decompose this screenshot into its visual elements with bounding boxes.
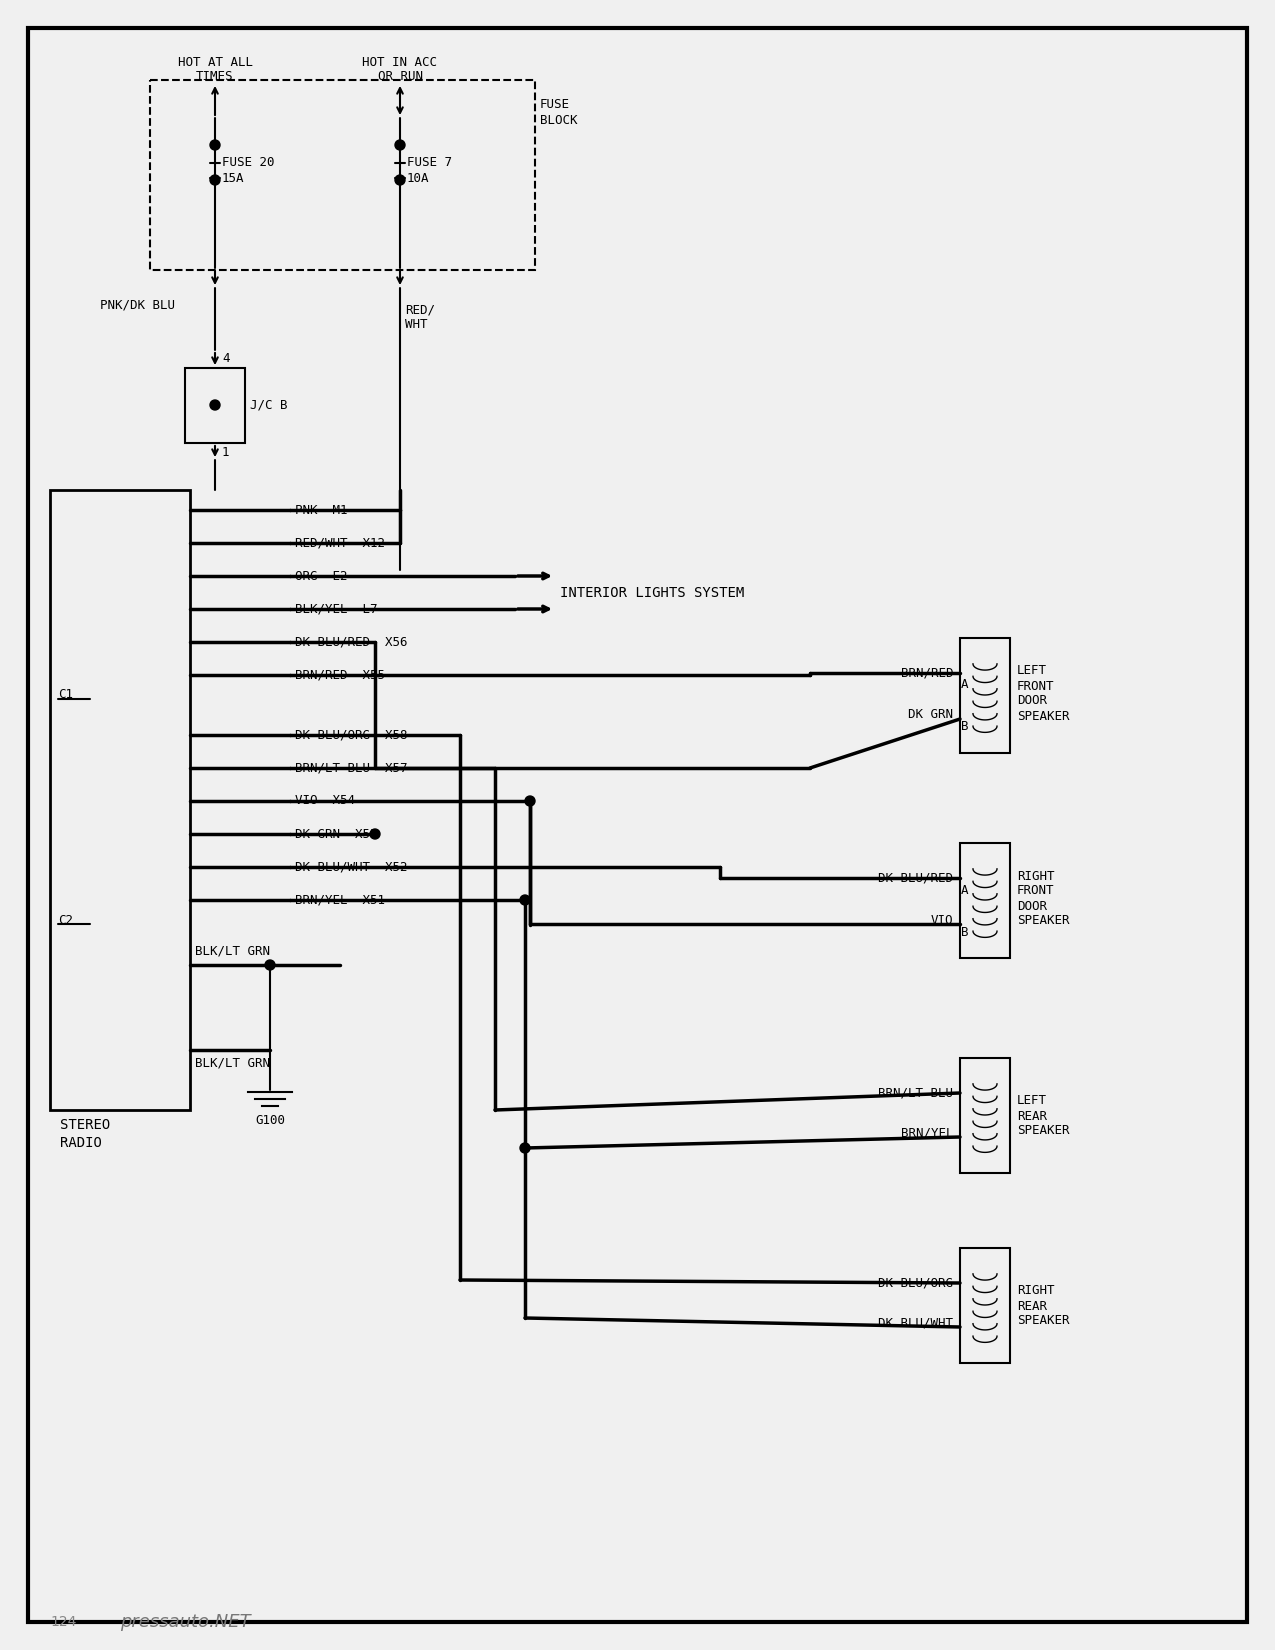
Text: BLK/LT GRN: BLK/LT GRN bbox=[195, 1056, 270, 1069]
Text: WHT: WHT bbox=[405, 318, 427, 332]
Text: SPEAKER: SPEAKER bbox=[1017, 710, 1070, 723]
Text: RIGHT: RIGHT bbox=[1017, 870, 1054, 883]
Text: RED/WHT  X12: RED/WHT X12 bbox=[295, 536, 385, 549]
Bar bbox=[960, 1247, 1010, 1363]
Text: FUSE: FUSE bbox=[541, 99, 570, 112]
Text: BRN/YEL  X51: BRN/YEL X51 bbox=[295, 894, 385, 906]
Text: RIGHT: RIGHT bbox=[1017, 1284, 1054, 1297]
Text: OR RUN: OR RUN bbox=[377, 71, 422, 84]
Circle shape bbox=[395, 140, 405, 150]
Text: B: B bbox=[961, 721, 969, 734]
Bar bbox=[960, 843, 1010, 959]
Text: HOT AT ALL: HOT AT ALL bbox=[177, 56, 252, 69]
Text: J/C B: J/C B bbox=[250, 399, 287, 411]
Text: DK GRN  X53: DK GRN X53 bbox=[295, 828, 377, 840]
Text: PNK  M1: PNK M1 bbox=[295, 503, 348, 516]
Text: TIMES: TIMES bbox=[196, 71, 233, 84]
Text: VIO: VIO bbox=[931, 914, 952, 927]
Text: A: A bbox=[961, 678, 969, 691]
Text: DK BLU/RED: DK BLU/RED bbox=[878, 871, 952, 884]
Text: RED/: RED/ bbox=[405, 304, 435, 317]
Text: BRN/YEL: BRN/YEL bbox=[900, 1127, 952, 1140]
Circle shape bbox=[370, 828, 380, 838]
Text: DK BLU/ORG: DK BLU/ORG bbox=[878, 1277, 952, 1290]
Text: BRN/LT BLU: BRN/LT BLU bbox=[878, 1086, 952, 1099]
Bar bbox=[185, 368, 245, 442]
Text: VIO  X54: VIO X54 bbox=[295, 795, 354, 807]
Text: SPEAKER: SPEAKER bbox=[1017, 914, 1070, 927]
Text: STEREO: STEREO bbox=[60, 1119, 110, 1132]
Text: 124: 124 bbox=[50, 1615, 76, 1629]
Text: BLOCK: BLOCK bbox=[541, 114, 578, 127]
Text: FRONT: FRONT bbox=[1017, 680, 1054, 693]
Text: DK BLU/WHT: DK BLU/WHT bbox=[878, 1317, 952, 1330]
Text: pressauto.NET: pressauto.NET bbox=[120, 1614, 251, 1630]
Text: G100: G100 bbox=[255, 1114, 286, 1127]
Text: RADIO: RADIO bbox=[60, 1135, 102, 1150]
Text: REAR: REAR bbox=[1017, 1109, 1047, 1122]
Text: BLK/YEL  L7: BLK/YEL L7 bbox=[295, 602, 377, 615]
Text: 1: 1 bbox=[222, 447, 230, 459]
Text: SPEAKER: SPEAKER bbox=[1017, 1315, 1070, 1328]
Circle shape bbox=[395, 175, 405, 185]
Text: 15A: 15A bbox=[222, 172, 245, 185]
Text: SPEAKER: SPEAKER bbox=[1017, 1125, 1070, 1137]
Bar bbox=[150, 79, 536, 271]
Text: FRONT: FRONT bbox=[1017, 884, 1054, 898]
Text: C2: C2 bbox=[57, 914, 73, 927]
Text: LEFT: LEFT bbox=[1017, 665, 1047, 678]
Circle shape bbox=[525, 795, 536, 805]
Text: DK GRN: DK GRN bbox=[908, 708, 952, 721]
Text: BRN/RED  X55: BRN/RED X55 bbox=[295, 668, 385, 681]
Text: BLK/LT GRN: BLK/LT GRN bbox=[195, 944, 270, 957]
Text: FUSE 7: FUSE 7 bbox=[407, 157, 453, 170]
Text: BRN/LT BLU  X57: BRN/LT BLU X57 bbox=[295, 762, 408, 774]
Text: DOOR: DOOR bbox=[1017, 695, 1047, 708]
Circle shape bbox=[210, 175, 221, 185]
Bar bbox=[960, 1058, 1010, 1173]
Text: HOT IN ACC: HOT IN ACC bbox=[362, 56, 437, 69]
Text: DK BLU/ORG  X58: DK BLU/ORG X58 bbox=[295, 729, 408, 741]
Text: B: B bbox=[961, 926, 969, 939]
Text: PNK/DK BLU: PNK/DK BLU bbox=[99, 299, 175, 312]
Circle shape bbox=[520, 894, 530, 904]
Text: BRN/RED: BRN/RED bbox=[900, 667, 952, 680]
Circle shape bbox=[210, 140, 221, 150]
Text: 10A: 10A bbox=[407, 172, 430, 185]
Circle shape bbox=[210, 399, 221, 409]
Bar bbox=[50, 490, 190, 1110]
Text: 4: 4 bbox=[222, 351, 230, 365]
Text: C1: C1 bbox=[57, 688, 73, 701]
Text: ORG  E2: ORG E2 bbox=[295, 569, 348, 582]
Text: DK BLU/WHT  X52: DK BLU/WHT X52 bbox=[295, 861, 408, 873]
Text: INTERIOR LIGHTS SYSTEM: INTERIOR LIGHTS SYSTEM bbox=[560, 586, 745, 601]
Text: FUSE 20: FUSE 20 bbox=[222, 157, 274, 170]
Text: LEFT: LEFT bbox=[1017, 1094, 1047, 1107]
Text: REAR: REAR bbox=[1017, 1300, 1047, 1312]
Circle shape bbox=[265, 960, 275, 970]
Text: DK BLU/RED  X56: DK BLU/RED X56 bbox=[295, 635, 408, 648]
Bar bbox=[960, 639, 1010, 752]
Text: DOOR: DOOR bbox=[1017, 899, 1047, 912]
Text: A: A bbox=[961, 883, 969, 896]
Circle shape bbox=[520, 1143, 530, 1153]
